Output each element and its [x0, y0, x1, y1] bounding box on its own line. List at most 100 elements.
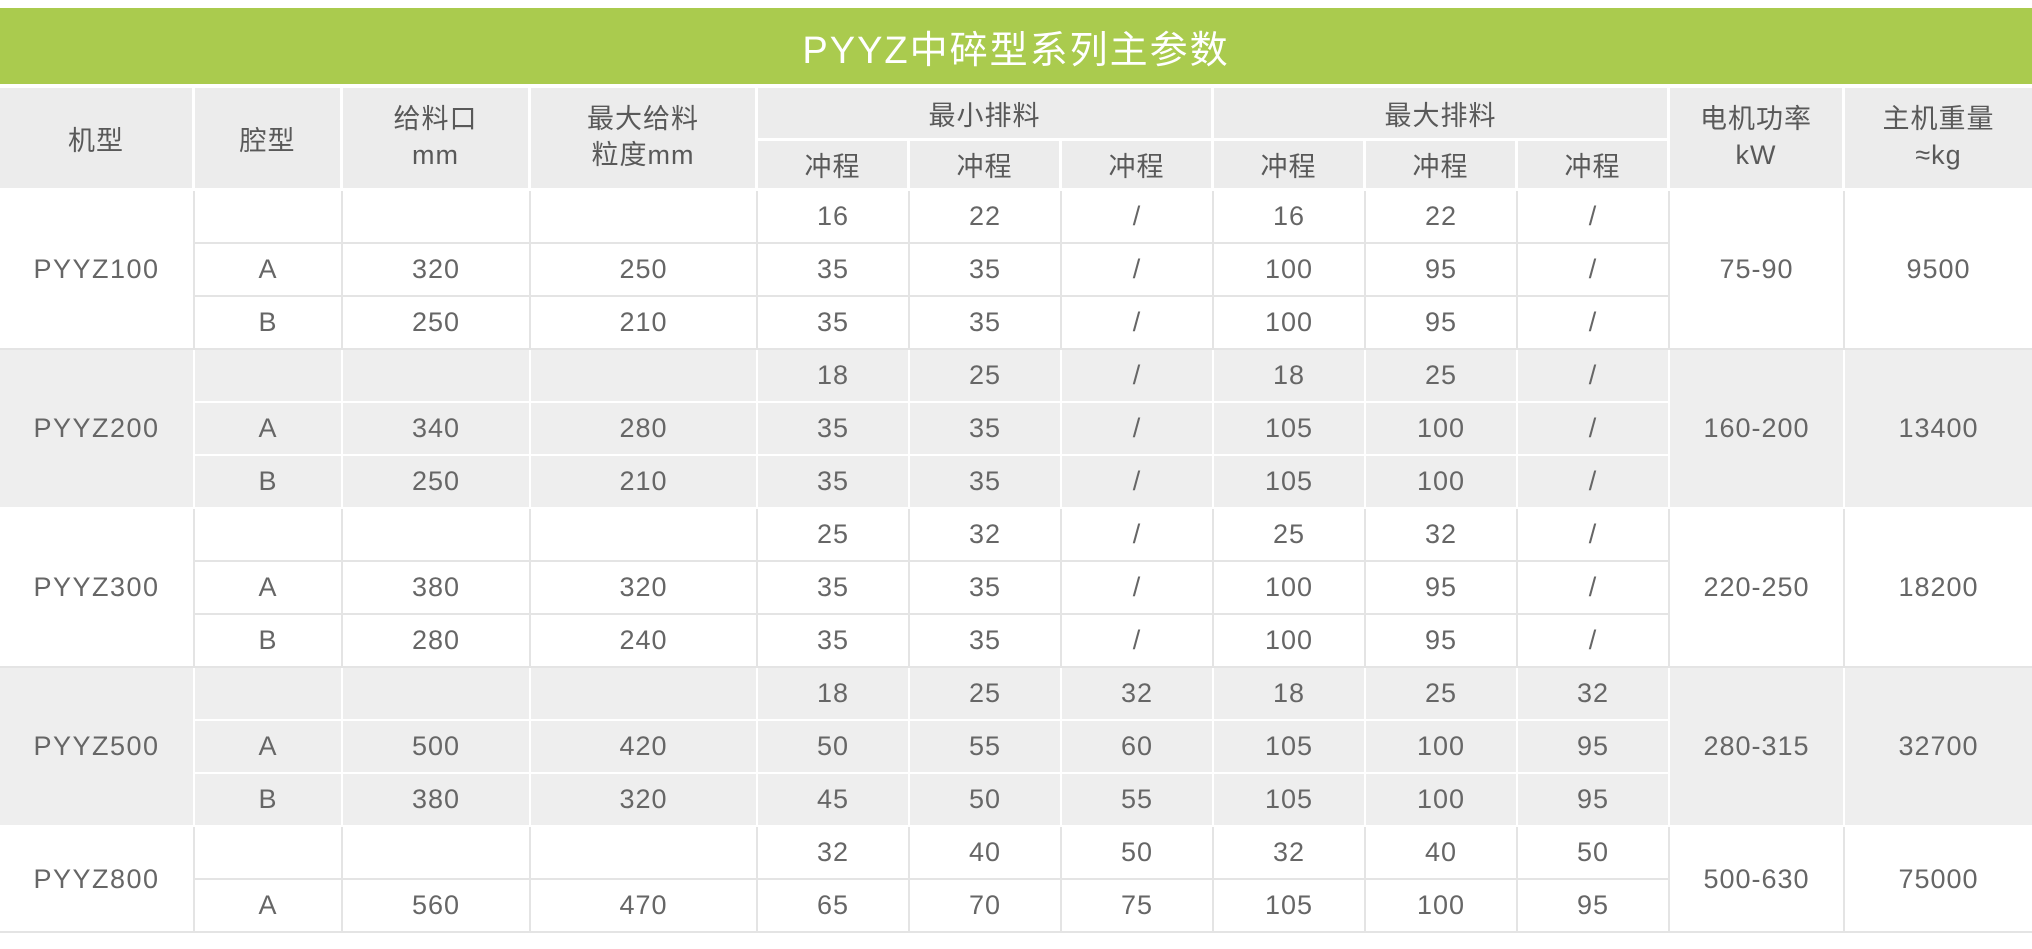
- feed-opening-cell: [343, 509, 531, 562]
- motor-power-cell: 75-90: [1670, 191, 1846, 350]
- max-discharge-stroke-cell: 100: [1366, 774, 1519, 827]
- max-feed-size-cell: 320: [531, 774, 758, 827]
- motor-power-cell: 280-315: [1670, 668, 1846, 827]
- min-discharge-stroke-cell: 55: [1062, 774, 1215, 827]
- header-feed-opening-line1: 给料口: [393, 104, 478, 135]
- max-discharge-stroke-cell: /: [1518, 403, 1671, 456]
- max-feed-size-cell: [531, 668, 758, 721]
- header-motor-power-line2: kW: [1735, 140, 1777, 170]
- min-discharge-stroke-cell: 35: [758, 403, 910, 456]
- max-discharge-stroke-cell: 100: [1214, 244, 1367, 297]
- min-discharge-stroke-cell: 50: [758, 721, 910, 774]
- max-discharge-stroke-cell: 100: [1366, 456, 1519, 509]
- model-cell: PYYZ500: [0, 668, 195, 827]
- table-row: A 380 320 35 35 / 100 95 /: [0, 562, 2032, 615]
- min-discharge-stroke-cell: 16: [758, 191, 910, 244]
- max-discharge-stroke-cell: 95: [1366, 297, 1519, 350]
- min-discharge-stroke-cell: 35: [758, 297, 910, 350]
- cavity-cell: B: [195, 774, 343, 827]
- cavity-cell: [195, 827, 343, 880]
- max-discharge-stroke-cell: 32: [1366, 509, 1519, 562]
- min-discharge-stroke-cell: 18: [758, 668, 910, 721]
- max-discharge-stroke-cell: /: [1518, 350, 1671, 403]
- motor-power-cell: 160-200: [1670, 350, 1846, 509]
- max-discharge-stroke-cell: 95: [1518, 721, 1671, 774]
- cavity-cell: A: [195, 721, 343, 774]
- feed-opening-cell: 340: [343, 403, 531, 456]
- feed-opening-cell: 250: [343, 297, 531, 350]
- min-discharge-stroke-cell: 35: [758, 456, 910, 509]
- max-discharge-stroke-cell: 100: [1366, 403, 1519, 456]
- min-discharge-stroke-cell: 25: [758, 509, 910, 562]
- header-feed-opening: 给料口 mm: [343, 88, 531, 191]
- max-discharge-stroke-cell: 18: [1214, 668, 1367, 721]
- table-row: PYYZ500 18 25 32 18 25 32 280-315 32700: [0, 668, 2032, 827]
- model-cell: PYYZ200: [0, 350, 195, 509]
- header-cavity: 腔型: [195, 88, 343, 191]
- motor-power-cell: 500-630: [1670, 827, 1846, 933]
- table-row: B 280 240 35 35 / 100 95 /: [0, 615, 2032, 668]
- min-discharge-stroke-cell: 35: [910, 244, 1062, 297]
- table-row: A 500 420 50 55 60 105 100 95: [0, 721, 2032, 774]
- header-min-discharge: 最小排料: [758, 88, 1215, 141]
- model-cell: PYYZ100: [0, 191, 195, 350]
- max-discharge-stroke-cell: 95: [1518, 774, 1671, 827]
- header-weight: 主机重量 ≈kg: [1845, 88, 2032, 191]
- cavity-cell: [195, 509, 343, 562]
- max-discharge-stroke-cell: 95: [1518, 880, 1671, 933]
- min-discharge-stroke-cell: 32: [758, 827, 910, 880]
- min-discharge-stroke-cell: /: [1062, 615, 1215, 668]
- max-discharge-stroke-cell: 100: [1366, 721, 1519, 774]
- min-discharge-stroke-cell: 55: [910, 721, 1062, 774]
- min-discharge-stroke-cell: 75: [1062, 880, 1215, 933]
- header-max-feed-size-line2: 粒度mm: [591, 140, 695, 170]
- min-discharge-stroke-cell: 50: [910, 774, 1062, 827]
- min-discharge-stroke-cell: 35: [758, 562, 910, 615]
- max-feed-size-cell: [531, 827, 758, 880]
- cavity-cell: A: [195, 244, 343, 297]
- cavity-cell: [195, 191, 343, 244]
- table-row: B 380 320 45 50 55 105 100 95: [0, 774, 2032, 827]
- table-row: PYYZ300 25 32 / 25 32 / 220-250 18200: [0, 509, 2032, 668]
- max-discharge-stroke-cell: 100: [1214, 562, 1367, 615]
- max-discharge-stroke-cell: 105: [1214, 774, 1367, 827]
- table-row: A 560 470 65 70 75 105 100 95: [0, 880, 2032, 933]
- header-stroke: 冲程: [1366, 141, 1519, 191]
- table-row: B 250 210 35 35 / 105 100 /: [0, 456, 2032, 509]
- header-motor-power-line1: 电机功率: [1700, 104, 1813, 135]
- max-discharge-stroke-cell: 50: [1518, 827, 1671, 880]
- feed-opening-cell: 250: [343, 456, 531, 509]
- min-discharge-stroke-cell: 65: [758, 880, 910, 933]
- header-max-feed-size: 最大给料 粒度mm: [531, 88, 758, 191]
- cavity-cell: A: [195, 880, 343, 933]
- cavity-cell: B: [195, 615, 343, 668]
- max-feed-size-cell: 420: [531, 721, 758, 774]
- max-discharge-stroke-cell: 100: [1214, 615, 1367, 668]
- feed-opening-cell: 500: [343, 721, 531, 774]
- header-motor-power: 电机功率 kW: [1670, 88, 1846, 191]
- feed-opening-cell: [343, 191, 531, 244]
- max-feed-size-cell: 470: [531, 880, 758, 933]
- min-discharge-stroke-cell: 35: [910, 615, 1062, 668]
- cavity-cell: B: [195, 297, 343, 350]
- max-feed-size-cell: 280: [531, 403, 758, 456]
- max-discharge-stroke-cell: 32: [1214, 827, 1367, 880]
- max-discharge-stroke-cell: 100: [1214, 297, 1367, 350]
- max-discharge-stroke-cell: 105: [1214, 721, 1367, 774]
- min-discharge-stroke-cell: 40: [910, 827, 1062, 880]
- cavity-cell: [195, 350, 343, 403]
- header-stroke: 冲程: [1062, 141, 1215, 191]
- max-discharge-stroke-cell: 40: [1366, 827, 1519, 880]
- feed-opening-cell: [343, 668, 531, 721]
- feed-opening-cell: [343, 350, 531, 403]
- max-discharge-stroke-cell: /: [1518, 456, 1671, 509]
- motor-power-cell: 220-250: [1670, 509, 1846, 668]
- feed-opening-cell: 320: [343, 244, 531, 297]
- max-feed-size-cell: 240: [531, 615, 758, 668]
- min-discharge-stroke-cell: 35: [910, 297, 1062, 350]
- feed-opening-cell: 380: [343, 562, 531, 615]
- max-discharge-stroke-cell: /: [1518, 562, 1671, 615]
- header-max-feed-size-line1: 最大给料: [587, 104, 699, 135]
- feed-opening-cell: 380: [343, 774, 531, 827]
